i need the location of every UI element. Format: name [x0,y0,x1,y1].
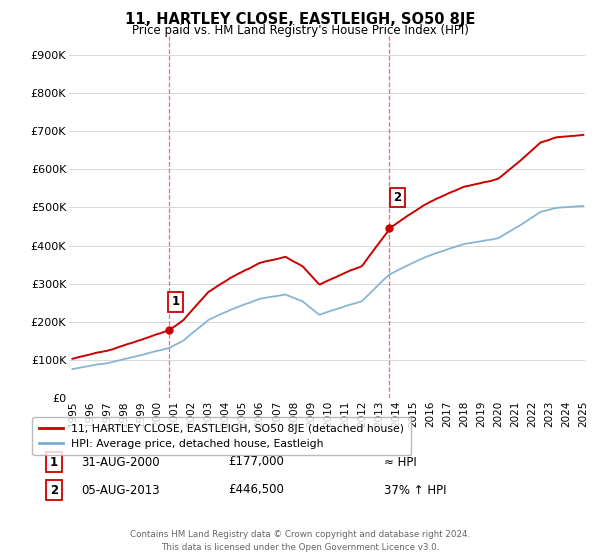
Legend: 11, HARTLEY CLOSE, EASTLEIGH, SO50 8JE (detached house), HPI: Average price, det: 11, HARTLEY CLOSE, EASTLEIGH, SO50 8JE (… [32,417,411,455]
Text: 05-AUG-2013: 05-AUG-2013 [81,483,160,497]
Text: 1: 1 [50,455,58,469]
Text: 2: 2 [50,483,58,497]
Text: 1: 1 [172,295,180,309]
Text: ≈ HPI: ≈ HPI [384,455,417,469]
Text: Contains HM Land Registry data © Crown copyright and database right 2024.
This d: Contains HM Land Registry data © Crown c… [130,530,470,552]
Text: 31-AUG-2000: 31-AUG-2000 [81,455,160,469]
Text: 37% ↑ HPI: 37% ↑ HPI [384,483,446,497]
Text: 11, HARTLEY CLOSE, EASTLEIGH, SO50 8JE: 11, HARTLEY CLOSE, EASTLEIGH, SO50 8JE [125,12,475,27]
Text: 2: 2 [394,191,401,204]
Text: Price paid vs. HM Land Registry's House Price Index (HPI): Price paid vs. HM Land Registry's House … [131,24,469,36]
Text: £177,000: £177,000 [228,455,284,469]
Text: £446,500: £446,500 [228,483,284,497]
